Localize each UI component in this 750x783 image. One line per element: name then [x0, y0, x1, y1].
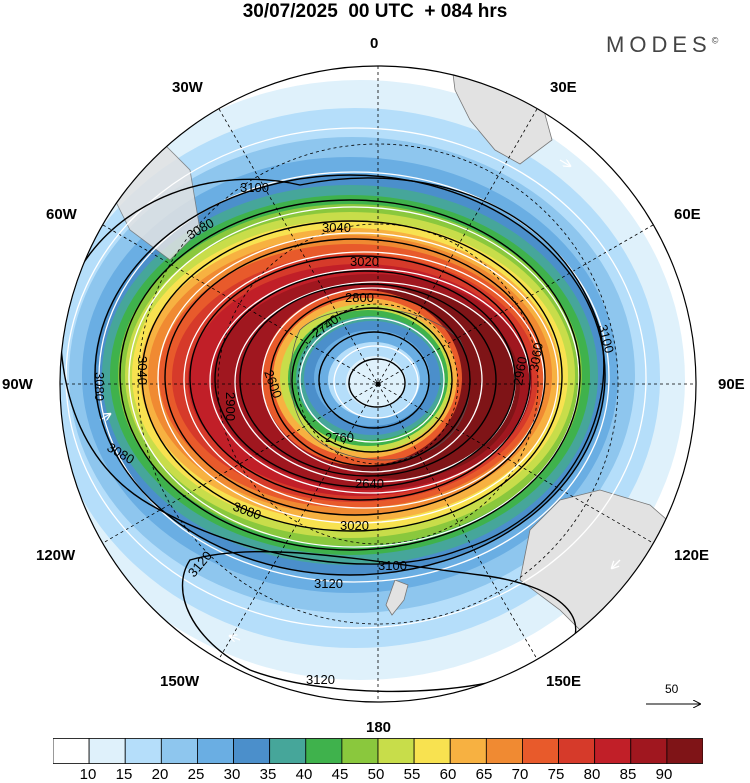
- contour-label: 2640: [355, 476, 384, 491]
- map-title: 30/07/2025 00 UTC + 084 hrs: [242, 1, 508, 22]
- colorbar-label: 10: [79, 766, 97, 783]
- colorbar-swatch: [666, 738, 703, 764]
- colorbar-swatch: [377, 738, 415, 764]
- colorbar-swatch: [413, 738, 451, 764]
- colorbar-swatch: [233, 738, 271, 764]
- lon-label-90e: 90E: [718, 376, 745, 393]
- colorbar-label: 20: [151, 766, 169, 783]
- colorbar-swatch: [160, 738, 198, 764]
- south-pole-marker: [375, 381, 381, 387]
- colorbar-swatch: [485, 738, 523, 764]
- streamlines: [65, 127, 647, 640]
- colorbar-boxes: [53, 738, 703, 764]
- lon-label-60w: 60W: [46, 206, 77, 223]
- colorbar-label: 45: [331, 766, 349, 783]
- colorbar-swatch: [449, 738, 487, 764]
- copyright-mark: ©: [711, 35, 719, 46]
- lon-label-30e: 30E: [550, 79, 577, 96]
- contour-label: 2960: [510, 355, 530, 386]
- colorbar: [53, 738, 703, 764]
- lon-label-120w: 120W: [36, 547, 76, 564]
- lon-label-90w: 90W: [2, 376, 33, 393]
- contour-label: 3020: [350, 254, 379, 269]
- colorbar-label: 60: [439, 766, 457, 783]
- new-zealand-landmass: [385, 579, 409, 616]
- contour-label: 3100: [240, 180, 269, 195]
- contour-label: 3080: [92, 372, 107, 401]
- contour-label: 2760: [325, 430, 354, 445]
- colorbar-label: 70: [511, 766, 529, 783]
- map-boundary: [59, 65, 697, 703]
- contour-label: 3040: [322, 220, 351, 235]
- colorbar-swatch: [305, 738, 343, 764]
- height-contours: [60, 174, 606, 693]
- lon-label-150e: 150E: [546, 673, 582, 690]
- colorbar-label: 75: [547, 766, 565, 783]
- colorbar-swatch: [269, 738, 307, 764]
- vector-scale-label: 50: [665, 682, 679, 696]
- contour-label: 3040: [135, 356, 150, 385]
- contour-label: 3060: [526, 341, 546, 372]
- contour-label: 3100: [378, 558, 407, 573]
- colorbar-label: 40: [295, 766, 313, 783]
- colorbar-swatch: [522, 738, 559, 764]
- colorbar-label: 15: [115, 766, 133, 783]
- colorbar-swatch: [630, 738, 668, 764]
- contour-label: 3120: [306, 672, 335, 687]
- colorbar-label: 85: [619, 766, 637, 783]
- colorbar-swatch: [197, 738, 234, 764]
- colorbar-label: 55: [403, 766, 421, 783]
- colorbar-swatch: [558, 738, 596, 764]
- colorbar-swatch: [53, 738, 90, 764]
- lon-label-120e: 120E: [674, 547, 710, 564]
- colorbar-swatch: [341, 738, 379, 764]
- lon-label-150w: 150W: [160, 673, 200, 690]
- brand-logo: MODES©: [606, 32, 718, 58]
- colorbar-label: 35: [259, 766, 277, 783]
- colorbar-label: 50: [367, 766, 385, 783]
- colorbar-label: 80: [583, 766, 601, 783]
- contour-label: 2900: [223, 392, 238, 421]
- lon-label-60e: 60E: [674, 206, 701, 223]
- colorbar-label: 65: [475, 766, 493, 783]
- colorbar-label: 30: [223, 766, 241, 783]
- colorbar-swatch: [594, 738, 632, 764]
- colorbar-swatch: [88, 738, 126, 764]
- colorbar-label: 25: [187, 766, 205, 783]
- contour-label: 2800: [345, 290, 374, 305]
- contour-label: 3120: [314, 576, 343, 591]
- brand-name: MODES: [606, 32, 712, 57]
- lon-label-180: 180: [366, 719, 392, 736]
- colorbar-swatch: [124, 738, 162, 764]
- contour-label: 3100: [595, 323, 617, 355]
- contour-label: 3020: [340, 518, 369, 533]
- lon-label-0: 0: [370, 35, 379, 52]
- lon-label-30w: 30W: [172, 79, 203, 96]
- colorbar-label: 90: [655, 766, 673, 783]
